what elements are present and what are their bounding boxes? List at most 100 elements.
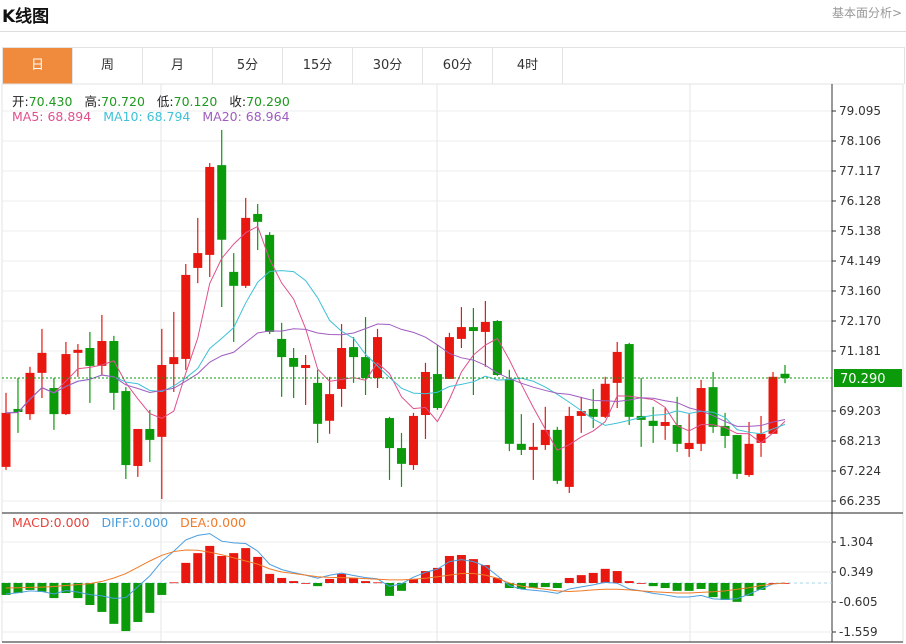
candle (157, 328, 167, 500)
candle-body (145, 428, 155, 440)
y-tick-label: 78.106 (839, 134, 881, 148)
candle (408, 412, 418, 470)
macd-bar (169, 582, 179, 584)
candle (133, 428, 143, 477)
close-value: 70.290 (246, 94, 290, 109)
candle (1, 392, 11, 470)
y-tick-label: 73.160 (839, 284, 881, 298)
tab-30min[interactable]: 30分 (353, 48, 423, 84)
candle (492, 320, 502, 376)
fundamental-analysis-link[interactable]: 基本面分析> (831, 6, 902, 20)
candle-body (109, 341, 119, 393)
candle (61, 341, 71, 416)
macd-bar (564, 577, 574, 583)
tab-month[interactable]: 月 (143, 48, 213, 84)
candle-body (720, 425, 730, 436)
candle (313, 369, 323, 443)
macd-bar (181, 562, 191, 583)
ma-legend: MA5: 68.894 MA10: 68.794 MA20: 68.964 (12, 109, 298, 124)
candle-body (696, 388, 706, 444)
candle (229, 253, 239, 342)
macd-bar (552, 582, 562, 589)
tab-4hour[interactable]: 4时 (493, 48, 563, 84)
candle (289, 348, 299, 399)
candle (13, 378, 23, 433)
candle (25, 366, 35, 420)
macd-bar (1, 582, 11, 595)
candle (600, 376, 610, 419)
candle (193, 217, 203, 284)
macd-bar (708, 582, 718, 598)
tab-week[interactable]: 周 (73, 48, 143, 84)
candle-body (205, 166, 215, 255)
macd-bar (600, 568, 610, 583)
macd-bar (672, 582, 682, 591)
y-tick-label: 68.213 (839, 434, 881, 448)
y-tick-label: 66.235 (839, 494, 881, 508)
candle-body (97, 341, 107, 366)
macd-bar (684, 582, 694, 591)
candle (636, 378, 646, 447)
macd-bar (420, 571, 430, 583)
macd-bar (157, 582, 167, 595)
candle-body (61, 354, 71, 415)
y-tick-label: 77.117 (839, 164, 881, 178)
ma5-line (5, 225, 786, 451)
candle (205, 163, 215, 278)
ohlc-legend: 开:70.430 高:70.720 低:70.120 收:70.290 (12, 91, 298, 110)
candle-body (648, 420, 658, 426)
macd-bar (768, 582, 778, 584)
macd-bar (265, 573, 275, 583)
candle-body (612, 351, 622, 383)
candle (744, 421, 754, 477)
page-title: K线图 (2, 7, 50, 27)
macd-bar (408, 578, 418, 583)
candle (73, 344, 83, 377)
candle (696, 379, 706, 452)
diff-value: DIFF:0.000 (101, 515, 169, 530)
candle (648, 406, 658, 443)
candle-body (468, 327, 478, 332)
tab-5min[interactable]: 5分 (213, 48, 283, 84)
candle (337, 324, 347, 407)
macd-bar (624, 581, 634, 583)
open-label: 开: (12, 94, 29, 109)
tab-15min[interactable]: 15分 (283, 48, 353, 84)
candle-body (564, 415, 574, 487)
macd-bar (325, 578, 335, 583)
macd-bar (337, 573, 347, 583)
macd-value: MACD:0.000 (12, 515, 90, 530)
candle (672, 396, 682, 453)
dea-value: DEA:0.000 (180, 515, 247, 530)
macd-bar (205, 545, 215, 583)
candle-body (193, 253, 203, 268)
candle-body (1, 412, 11, 467)
macd-bar (432, 567, 442, 583)
macd-bar (61, 582, 71, 594)
tab-60min[interactable]: 60分 (423, 48, 493, 84)
macd-bar (109, 582, 119, 624)
candle-body (253, 213, 263, 222)
candle (588, 388, 598, 429)
candle (480, 300, 490, 367)
tab-day[interactable]: 日 (3, 48, 73, 84)
candle (420, 362, 430, 439)
candle-body (636, 415, 646, 420)
candle (373, 328, 383, 389)
y-tick-label: 71.181 (839, 344, 881, 358)
candle-body (588, 408, 598, 417)
candle (277, 322, 287, 397)
candle-body (301, 364, 311, 369)
candle-body (13, 408, 23, 412)
macd-bar (277, 577, 287, 583)
low-label: 低: (156, 94, 174, 109)
low-value: 70.120 (173, 94, 218, 109)
macd-bar (528, 582, 538, 589)
candle-body (660, 421, 670, 426)
macd-bar (480, 565, 490, 583)
macd-bar (289, 581, 299, 583)
candle-body (756, 433, 766, 443)
candle-body (73, 349, 83, 353)
candle (624, 342, 634, 426)
